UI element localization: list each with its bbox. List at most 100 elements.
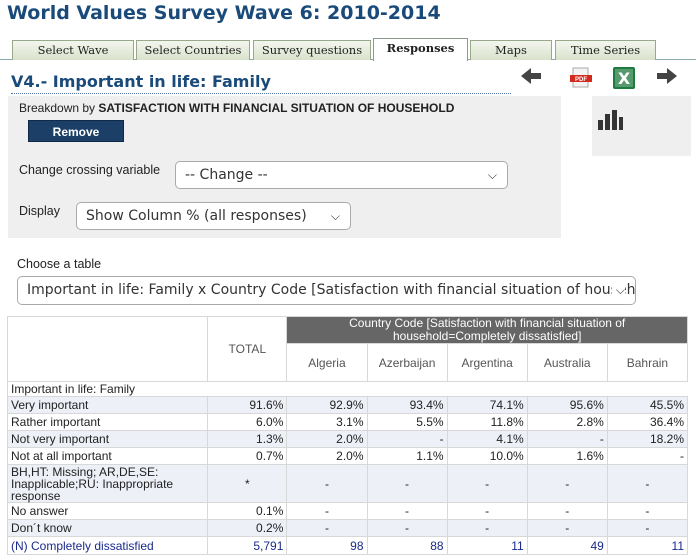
breakdown-prefix: Breakdown by	[19, 101, 96, 115]
table-select[interactable]: Important in life: Family x Country Code…	[17, 276, 636, 305]
results-table: TOTAL Country Code [Satisfaction with fi…	[6, 316, 689, 555]
tab-responses[interactable]: Responses	[373, 38, 468, 61]
tab-bar: Select Wave Select Countries Survey ques…	[0, 38, 696, 61]
row-label: (N) Completely dissatisfied	[6, 536, 209, 555]
app-title: World Values Survey Wave 6: 2010-2014	[7, 2, 441, 24]
table-row: Not at all important 0.7% 2.0% 1.1% 10.0…	[6, 447, 689, 465]
value-cell: 4.1%	[446, 430, 528, 448]
value-cell: -	[286, 502, 368, 520]
value-cell: 93.4%	[366, 396, 448, 414]
value-cell: 11.8%	[446, 413, 528, 431]
row-label: BH,HT: Missing; AR,DE,SE: Inapplicable;R…	[6, 464, 209, 503]
tab-select-countries[interactable]: Select Countries	[136, 40, 250, 60]
value-cell: 5.5%	[366, 413, 448, 431]
value-cell: 98	[286, 536, 368, 555]
row-label: Not at all important	[6, 447, 209, 465]
value-cell: -	[526, 519, 608, 537]
value-cell: 18.2%	[606, 430, 689, 448]
display-select[interactable]: Show Column % (all responses) ⌵	[76, 202, 351, 230]
value-cell: 92.9%	[286, 396, 368, 414]
total-cell: 1.3%	[207, 430, 288, 448]
display-label: Display	[19, 204, 60, 218]
country-header: Bahrain	[606, 343, 689, 382]
value-cell: -	[526, 464, 608, 503]
value-cell: -	[366, 430, 448, 448]
country-header: Azerbaijan	[366, 343, 448, 382]
country-group-header: Country Code [Satisfaction with financia…	[286, 316, 688, 344]
table-row-n: (N) Completely dissatisfied 5,791 98 88 …	[6, 536, 689, 555]
table-row: No answer 0.1% - - - - -	[6, 502, 689, 520]
crossing-select[interactable]: -- Change -- ⌵	[175, 161, 508, 189]
value-cell: -	[286, 464, 368, 503]
arrow-left-icon[interactable]	[519, 66, 543, 91]
table-row: Not very important 1.3% 2.0% - 4.1% - 18…	[6, 430, 689, 448]
arrow-right-icon[interactable]	[655, 66, 679, 91]
total-cell: 0.2%	[207, 519, 288, 537]
value-cell: 88	[366, 536, 448, 555]
table-row: BH,HT: Missing; AR,DE,SE: Inapplicable;R…	[6, 464, 689, 503]
value-cell: 11	[446, 536, 528, 555]
value-cell: 2.0%	[286, 447, 368, 465]
value-cell: 11	[606, 536, 689, 555]
corner-cell	[6, 316, 209, 382]
value-cell: 36.4%	[606, 413, 689, 431]
value-cell: 49	[526, 536, 608, 555]
tab-select-wave[interactable]: Select Wave	[12, 40, 134, 60]
row-label: Not very important	[6, 430, 209, 448]
value-cell: -	[606, 464, 689, 503]
total-cell: 6.0%	[207, 413, 288, 431]
value-cell: -	[286, 519, 368, 537]
chart-panel	[592, 96, 691, 156]
total-cell: 5,791	[207, 536, 288, 555]
value-cell: -	[446, 502, 528, 520]
value-cell: 1.1%	[366, 447, 448, 465]
crossing-value: -- Change --	[185, 167, 268, 183]
svg-text:X: X	[618, 69, 631, 88]
total-cell: 0.1%	[207, 502, 288, 520]
total-cell: 0.7%	[207, 447, 288, 465]
total-cell: *	[207, 464, 288, 503]
tab-time-series[interactable]: Time Series	[555, 40, 656, 60]
value-cell: -	[366, 519, 448, 537]
svg-text:PDF: PDF	[575, 77, 587, 83]
row-label: No answer	[6, 502, 209, 520]
country-header: Algeria	[286, 343, 368, 382]
value-cell: 74.1%	[446, 396, 528, 414]
value-cell: 3.1%	[286, 413, 368, 431]
value-cell: 95.6%	[526, 396, 608, 414]
row-label: Don´t know	[6, 519, 209, 537]
value-cell: -	[606, 447, 689, 465]
value-cell: -	[606, 502, 689, 520]
breakdown-variable: SATISFACTION WITH FINANCIAL SITUATION OF…	[98, 101, 455, 115]
breakdown-panel: Breakdown by SATISFACTION WITH FINANCIAL…	[8, 96, 561, 238]
tab-survey-questions[interactable]: Survey questions	[253, 40, 371, 60]
value-cell: -	[446, 464, 528, 503]
breakdown-text: Breakdown by SATISFACTION WITH FINANCIAL…	[19, 101, 454, 115]
row-label: Very important	[6, 396, 209, 414]
value-cell: -	[446, 519, 528, 537]
chevron-down-icon: ⌵	[330, 209, 340, 223]
value-cell: -	[366, 464, 448, 503]
value-cell: 2.8%	[526, 413, 608, 431]
pdf-icon[interactable]: PDF	[570, 66, 592, 95]
value-cell: 1.6%	[526, 447, 608, 465]
country-header: Argentina	[446, 343, 528, 382]
tab-maps[interactable]: Maps	[470, 40, 552, 60]
section-label: Important in life: Family	[7, 381, 688, 397]
bar-chart-icon[interactable]	[597, 108, 623, 135]
value-cell: 2.0%	[286, 430, 368, 448]
remove-button[interactable]: Remove	[28, 120, 124, 142]
table-select-value: Important in life: Family x Country Code…	[27, 282, 636, 298]
total-cell: 91.6%	[207, 396, 288, 414]
total-header: TOTAL	[207, 316, 288, 382]
value-cell: 45.5%	[606, 396, 689, 414]
excel-icon[interactable]: X	[612, 66, 636, 95]
table-row: Don´t know 0.2% - - - - -	[6, 519, 689, 537]
question-title: V4.- Important in life: Family	[11, 72, 511, 94]
chevron-down-icon: ⌵	[487, 168, 497, 182]
value-cell: -	[606, 519, 689, 537]
choose-table-label: Choose a table	[17, 257, 102, 271]
country-header: Australia	[526, 343, 608, 382]
value-cell: -	[526, 502, 608, 520]
value-cell: -	[526, 430, 608, 448]
